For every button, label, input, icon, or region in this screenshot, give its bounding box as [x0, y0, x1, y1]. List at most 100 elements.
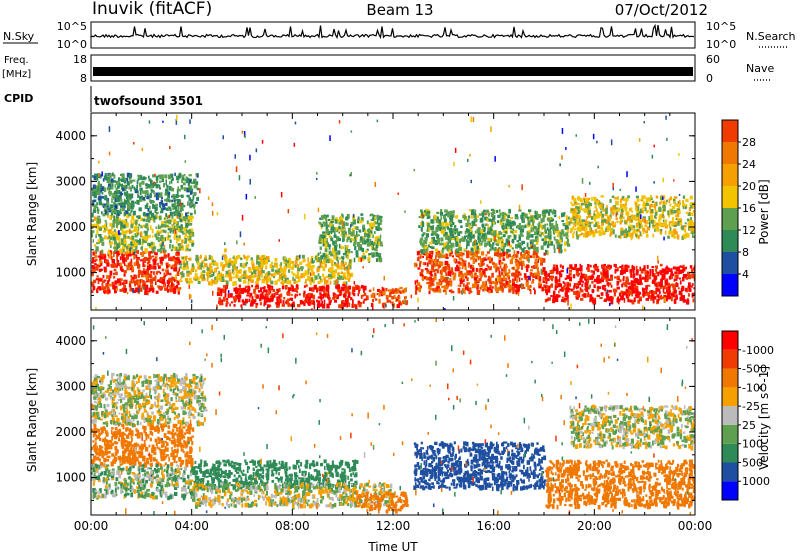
power-cell: [206, 266, 209, 269]
power-cell: [530, 234, 534, 238]
power-cell: [366, 229, 369, 232]
power-cell: [175, 240, 178, 244]
power-cell: [138, 196, 142, 200]
power-cell: [269, 287, 272, 291]
power-cell: [666, 289, 669, 293]
power-cell: [377, 288, 380, 292]
power-cell: [166, 285, 169, 289]
power-cell: [128, 186, 132, 190]
power-cell: [437, 211, 440, 215]
power-cell: [215, 262, 219, 266]
power-cell: [251, 296, 254, 300]
power-cell: [155, 256, 158, 262]
power-cell: [176, 271, 180, 276]
power-cell: [176, 175, 180, 181]
power-cell: [122, 205, 124, 208]
power-cell: [405, 287, 407, 292]
power-cell: [294, 274, 298, 278]
power-cell: [291, 271, 294, 274]
power-cell: [91, 281, 94, 287]
power-cell: [133, 186, 136, 189]
power-cell: [170, 227, 172, 232]
power-cell: [487, 240, 490, 243]
power-cell: [536, 211, 538, 215]
power-cell: [282, 300, 285, 304]
power-cell: [166, 235, 170, 241]
power-cell: [604, 271, 608, 277]
power-cell: [253, 288, 256, 294]
power-cell: [535, 236, 538, 239]
power-cell: [665, 199, 668, 203]
power-cell: [235, 270, 239, 274]
power-cell: [149, 180, 153, 185]
power-cell: [649, 290, 651, 294]
power-cell: [276, 268, 279, 271]
power-cell: [616, 280, 620, 285]
power-cell: [269, 264, 273, 269]
power-cell: [176, 280, 178, 284]
power-cell: [320, 265, 324, 269]
power-cell: [176, 180, 179, 184]
power-cell: [687, 285, 691, 289]
power-cell: [596, 294, 600, 297]
power-cell: [595, 222, 598, 226]
power-cell: [275, 302, 279, 305]
power-cell: [477, 235, 480, 240]
power-cell: [608, 289, 612, 293]
power-cell: [678, 202, 681, 205]
power-cell: [291, 293, 293, 296]
power-cell: [163, 275, 165, 279]
power-cell: [512, 282, 516, 287]
power-cell: [532, 273, 535, 277]
power-cell: [425, 233, 429, 238]
power-cell: [502, 212, 505, 216]
power-cell: [577, 283, 580, 289]
power-cell: [639, 208, 643, 213]
power-cell: [480, 258, 482, 263]
power-cell: [106, 198, 109, 201]
power-cell: [193, 192, 197, 197]
power-cell: [445, 253, 448, 257]
power-cell: [116, 213, 118, 218]
power-cell: [667, 286, 670, 291]
power-cell: [451, 290, 455, 294]
power-cell: [525, 278, 529, 284]
power-cell: [132, 289, 136, 293]
power-cell: [248, 268, 252, 273]
power-cell: [110, 178, 114, 183]
power-cell: [177, 290, 180, 295]
power-cell: [360, 294, 363, 299]
power-cell: [377, 238, 381, 244]
power-cell: [424, 267, 428, 271]
power-cell: [614, 276, 617, 279]
power-cell: [652, 290, 657, 295]
power-cell: [92, 279, 97, 284]
power-cell: [434, 231, 437, 236]
power-cell: [174, 172, 176, 177]
power-cell: [644, 291, 647, 294]
power-cell: [666, 292, 671, 297]
power-cell: [466, 277, 469, 282]
power-cell: [363, 240, 367, 245]
power-cell: [342, 246, 345, 249]
power-cell: [492, 245, 494, 250]
power-cell: [531, 265, 533, 269]
power-cell: [635, 273, 639, 276]
power-cell: [364, 232, 368, 237]
power-cell: [659, 229, 663, 233]
freq-strip: [90, 54, 696, 82]
power-cell: [502, 256, 505, 261]
power-cell: [178, 235, 181, 239]
power-cell: [124, 230, 128, 234]
power-cell: [340, 271, 343, 275]
power-cell: [267, 259, 270, 263]
power-cell: [476, 215, 479, 218]
power-cell: [161, 268, 165, 272]
power-cell: [123, 273, 126, 277]
power-cell: [189, 185, 193, 190]
power-cell: [518, 257, 522, 261]
power-cell: [499, 284, 503, 289]
power-cell: [466, 250, 470, 255]
power-cell: [512, 289, 515, 294]
power-cell: [592, 233, 596, 237]
